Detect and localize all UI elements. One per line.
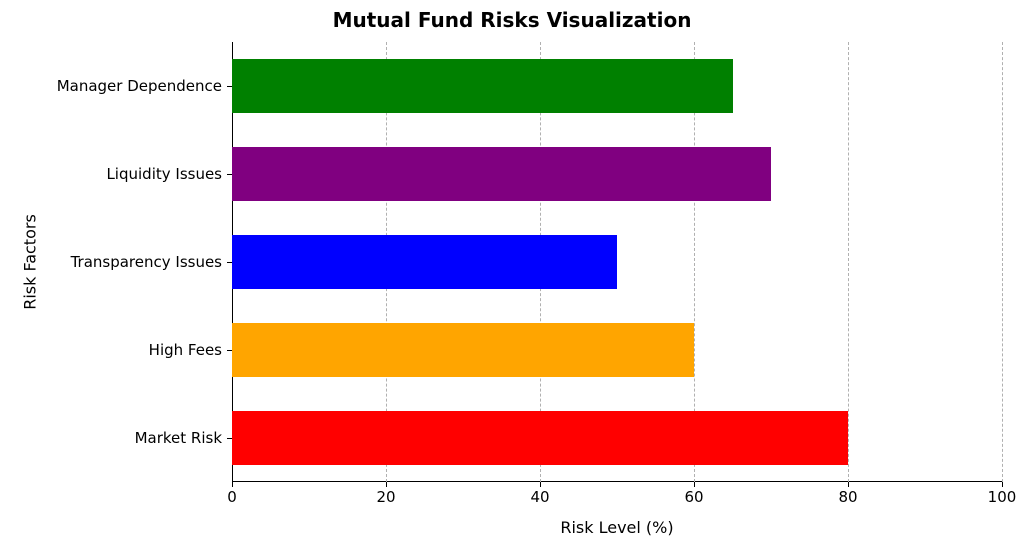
bar-row [232,323,1002,378]
bar [232,59,733,114]
y-axis-label: Risk Factors [21,214,40,310]
bar-row [232,147,1002,202]
bar-row [232,59,1002,114]
chart-title: Mutual Fund Risks Visualization [0,8,1024,32]
y-tick-label: Transparency Issues [71,253,232,271]
chart-container: Mutual Fund Risks Visualization 02040608… [0,0,1024,557]
x-axis-spine [232,481,1002,482]
x-tick-label: 80 [838,482,857,506]
x-tick-label: 100 [988,482,1017,506]
bar [232,147,771,202]
gridline [1002,42,1003,482]
plot-area: 020406080100Market RiskHigh FeesTranspar… [232,42,1002,482]
bar-row [232,411,1002,466]
bar [232,235,617,290]
x-tick-label: 60 [684,482,703,506]
x-axis-label: Risk Level (%) [232,518,1002,537]
x-tick-label: 0 [227,482,237,506]
bar [232,411,848,466]
y-tick-label: Liquidity Issues [106,165,232,183]
x-tick-label: 40 [530,482,549,506]
y-tick-label: Manager Dependence [57,77,232,95]
y-tick-label: High Fees [149,341,232,359]
y-tick-label: Market Risk [135,429,232,447]
x-tick-label: 20 [376,482,395,506]
bar [232,323,694,378]
bar-row [232,235,1002,290]
